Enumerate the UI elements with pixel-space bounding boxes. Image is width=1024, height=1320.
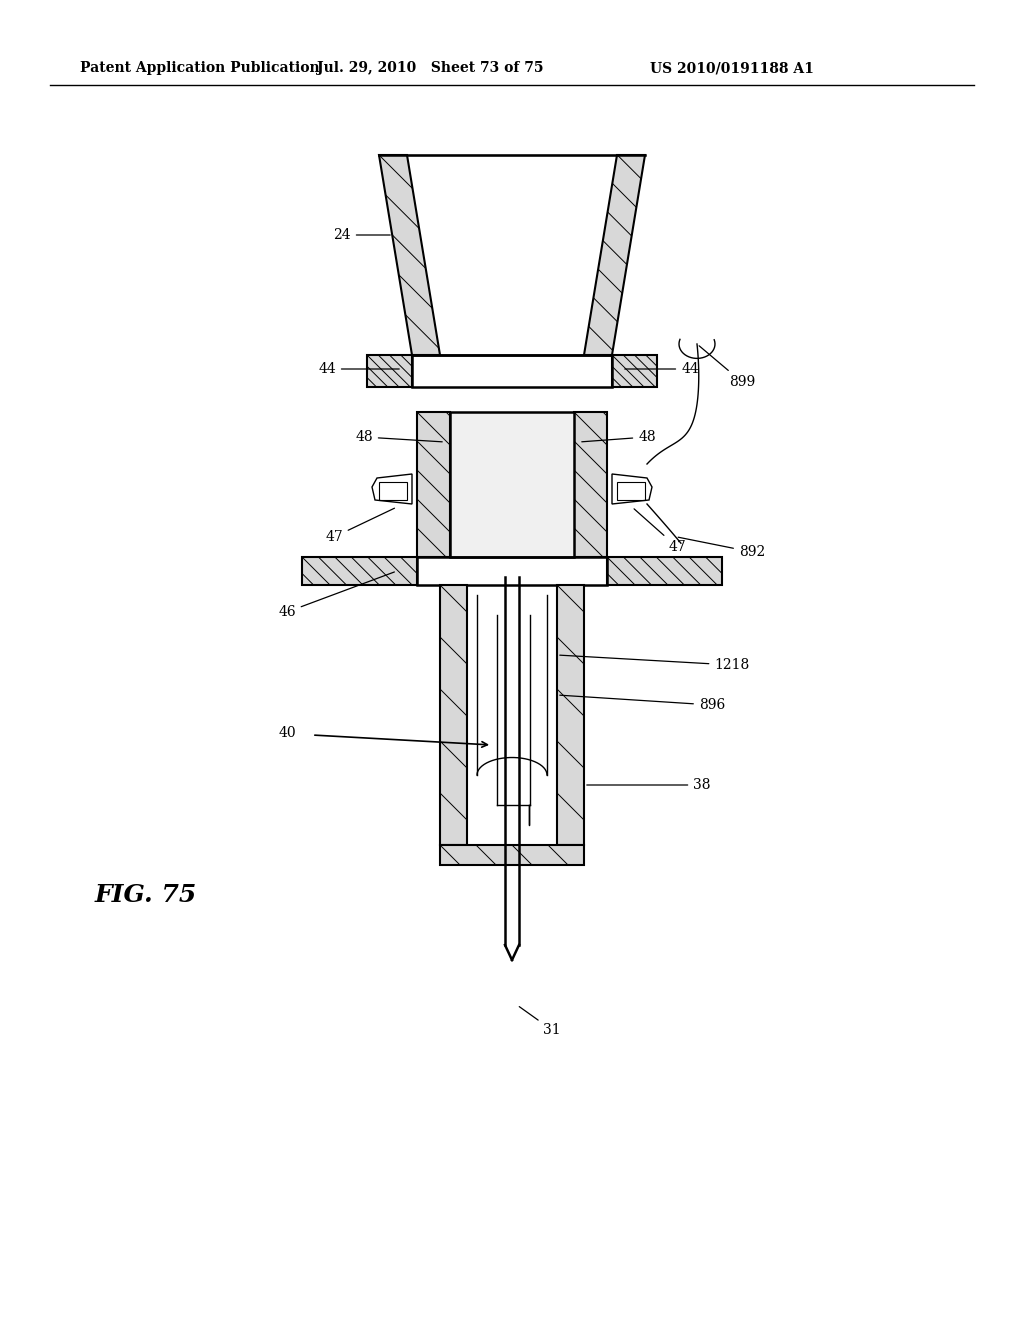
Text: 47: 47 [634,508,686,554]
Text: 48: 48 [582,430,655,444]
Text: FIG. 75: FIG. 75 [95,883,198,907]
Polygon shape [557,585,584,845]
Polygon shape [417,412,450,557]
Bar [412,355,612,387]
Polygon shape [440,845,584,865]
Text: 44: 44 [625,362,698,376]
Text: Jul. 29, 2010   Sheet 73 of 75: Jul. 29, 2010 Sheet 73 of 75 [316,61,544,75]
Text: Patent Application Publication: Patent Application Publication [80,61,319,75]
Text: 1218: 1218 [560,655,750,672]
Text: 40: 40 [279,726,296,741]
Text: 44: 44 [318,362,399,376]
Text: 31: 31 [519,1007,561,1038]
Polygon shape [584,154,645,355]
Polygon shape [607,557,722,585]
Text: 24: 24 [333,228,390,242]
Polygon shape [612,355,657,387]
Bar [450,412,574,557]
Polygon shape [302,557,417,585]
Text: 896: 896 [560,696,725,711]
Text: 47: 47 [326,508,394,544]
Text: 38: 38 [587,777,711,792]
Text: 48: 48 [355,430,442,444]
Polygon shape [440,585,467,845]
Text: US 2010/0191188 A1: US 2010/0191188 A1 [650,61,814,75]
Bar [617,482,645,500]
Text: 46: 46 [279,572,394,619]
Bar [379,482,407,500]
Text: 892: 892 [678,537,765,558]
Polygon shape [574,412,607,557]
Text: 899: 899 [699,346,755,389]
Polygon shape [379,154,440,355]
Polygon shape [367,355,412,387]
Bar [417,557,607,585]
